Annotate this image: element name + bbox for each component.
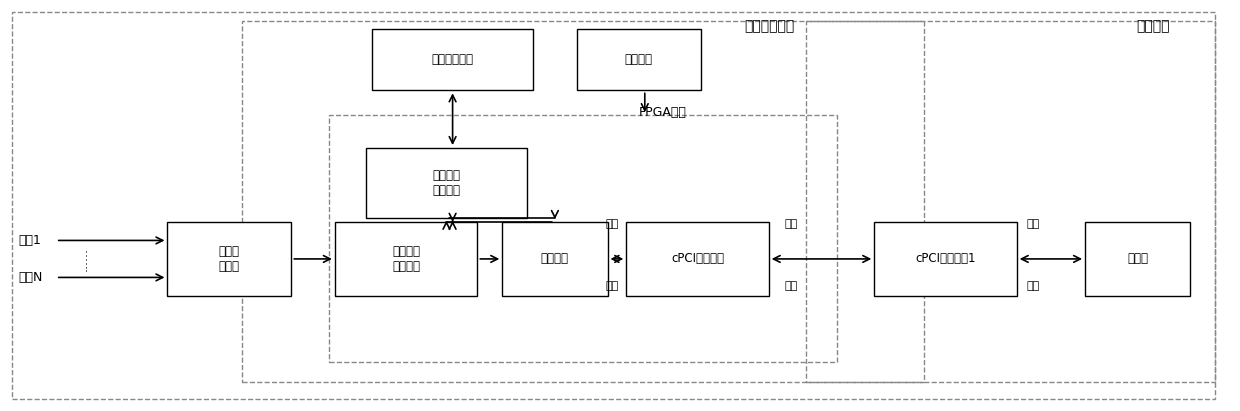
Text: cPCI接口芯片1: cPCI接口芯片1 [915,252,976,266]
Text: 指令: 指令 [785,219,799,229]
Text: 数据: 数据 [605,281,619,291]
Text: 数据: 数据 [785,281,799,291]
Text: cPCI接口模块: cPCI接口模块 [671,252,724,266]
Bar [366,148,527,218]
Bar [874,222,1017,296]
Text: 主控模块: 主控模块 [541,252,569,266]
Bar [806,21,1215,382]
Bar [242,21,924,382]
Bar [372,29,533,90]
Bar [502,222,608,296]
Text: ......: ...... [77,247,89,271]
Text: 数据采集
控制模块: 数据采集 控制模块 [392,245,420,273]
Bar [577,29,701,90]
Text: 数据采集板卡: 数据采集板卡 [744,19,795,33]
Text: 光电转
换单元: 光电转 换单元 [219,245,239,273]
Text: 数据: 数据 [1027,281,1040,291]
Text: 指令: 指令 [605,219,619,229]
Bar [1085,222,1190,296]
Bar [626,222,769,296]
Text: 数据缓存
控制模块: 数据缓存 控制模块 [433,169,460,197]
Text: 指令: 指令 [1027,219,1040,229]
Text: 光纤N: 光纤N [19,271,43,284]
Text: 测试系统: 测试系统 [1136,19,1171,33]
Text: 数据缓存单元: 数据缓存单元 [432,53,474,66]
Text: 光纤1: 光纤1 [19,234,41,247]
Bar [335,222,477,296]
Bar [329,115,837,362]
Text: 上位机: 上位机 [1127,252,1148,266]
Bar [167,222,291,296]
Text: 配置芯片: 配置芯片 [625,53,652,66]
Text: FPGA芯片: FPGA芯片 [639,106,687,119]
